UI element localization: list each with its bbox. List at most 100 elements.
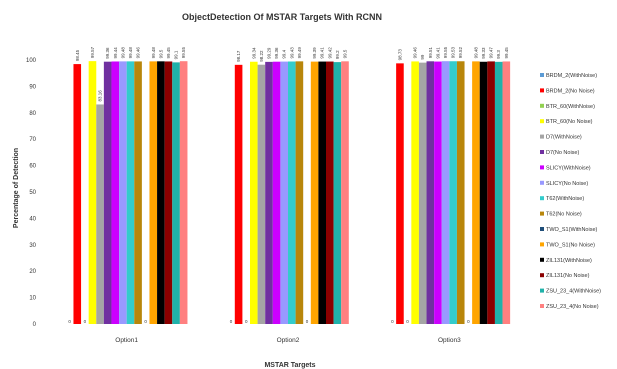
bar [494,61,503,325]
data-label: 98.17 [236,50,241,62]
bar [434,61,442,325]
legend-entry: TWO_S1(No Noise) [546,242,595,248]
bar [73,64,82,324]
bar [272,61,281,324]
data-label: 99.36 [105,47,110,59]
legend-swatch [540,88,544,93]
bar [333,62,342,324]
data-label: 99.34 [251,47,256,59]
legend-entry: T62(WithNoise) [546,196,584,202]
legend-swatch [540,304,544,308]
legend-entry: ZSU_23_4(WithNoise) [546,289,601,295]
data-label: 99.44 [113,47,118,59]
legend-entry: BRDM_2(No Noise) [546,88,595,94]
y-tick-label: 90 [29,84,36,90]
bar [456,61,465,324]
bar [341,61,349,324]
legend-swatch [540,273,544,278]
legend-entry: T62(No Noise) [546,212,582,218]
bar [396,63,404,325]
legend-swatch [540,196,544,201]
chart-title: ObjectDetection Of MSTAR Targets With RC… [182,12,382,22]
bar [318,61,326,325]
bar [172,62,180,324]
bar [502,61,511,325]
y-tick-label: 30 [29,243,36,249]
data-label: 0 [84,319,87,324]
bar [111,61,120,325]
data-label: 0 [144,319,147,324]
x-axis-label: MSTAR Targets [264,362,315,369]
legend-swatch [540,165,544,170]
legend-swatch [540,134,544,139]
y-tick-label: 70 [29,137,36,143]
data-label: 98.22 [259,50,264,62]
y-tick-label: 100 [26,58,37,64]
legend-entry: ZSU_23_4(No Noise) [546,304,599,310]
bar [119,61,127,324]
data-label: 99.43 [289,47,294,59]
data-label: 99.2 [335,50,340,59]
data-label: 0 [406,319,409,324]
bar [257,64,266,324]
legend-entry: D7(WithNoise) [546,135,582,141]
y-tick-label: 60 [29,164,36,170]
bar [280,61,288,325]
y-tick-label: 10 [29,296,36,302]
data-label: 99.52 [458,47,463,59]
legend-swatch [540,73,544,77]
bar [426,61,435,324]
data-label: 99.46 [413,47,418,59]
data-label: 99.51 [428,47,433,59]
plot-area: 0 10 20 30 40 50 60 70 80 90 100 0 98.45 0 99.57 83.16 9… [26,46,511,344]
data-label: 99.3 [496,50,501,59]
legend-swatch [540,119,544,124]
data-label: 0 [467,319,470,324]
y-axis-label: Percentage of Detection [13,148,20,228]
legend-entry: BTR_60(WithNoise) [546,104,595,110]
data-label: 98.45 [75,49,80,61]
bar [96,104,104,324]
data-label: 83.16 [98,90,103,102]
y-tick-label: 20 [29,269,36,275]
data-label: 99.41 [320,47,325,59]
x-tick-label: Option3 [438,337,461,344]
legend-swatch [540,257,544,262]
bar [288,61,296,325]
x-tick-label: Option1 [115,337,138,344]
data-label: 99.53 [451,46,456,58]
legend-entry: ZIL131(No Noise) [546,273,590,279]
bar [265,61,273,325]
y-tick-label: 80 [29,111,36,117]
legend-entry: ZIL131(WithNoise) [546,258,592,264]
legend-swatch [540,103,544,108]
data-label: 99.48 [120,47,125,59]
legend-swatch [540,150,544,154]
bar [411,61,419,324]
bar [449,61,457,325]
data-label: 99.5 [343,49,348,58]
bar [157,61,165,324]
bar [310,61,319,324]
data-label: 0 [306,319,309,324]
data-label: 98.73 [397,49,402,61]
data-label: 99.49 [297,47,302,59]
data-label: 99.55 [443,46,448,58]
data-label: 99.33 [481,47,486,59]
bar [250,61,258,324]
data-label: 99.46 [136,47,141,59]
bar [103,61,112,324]
data-label: 0 [245,319,248,324]
bar [134,61,142,324]
data-label: 99.36 [274,47,279,59]
data-label: 0 [68,319,71,324]
legend-swatch [540,211,544,216]
data-label: 99.48 [473,47,478,59]
data-label: 99.45 [504,47,509,59]
data-label: 0 [230,319,233,324]
data-label: 99.1 [174,50,179,59]
bar [234,64,243,324]
legend-entry: BRDM_2(WithNoise) [546,73,597,79]
data-label: 99.41 [435,47,440,59]
